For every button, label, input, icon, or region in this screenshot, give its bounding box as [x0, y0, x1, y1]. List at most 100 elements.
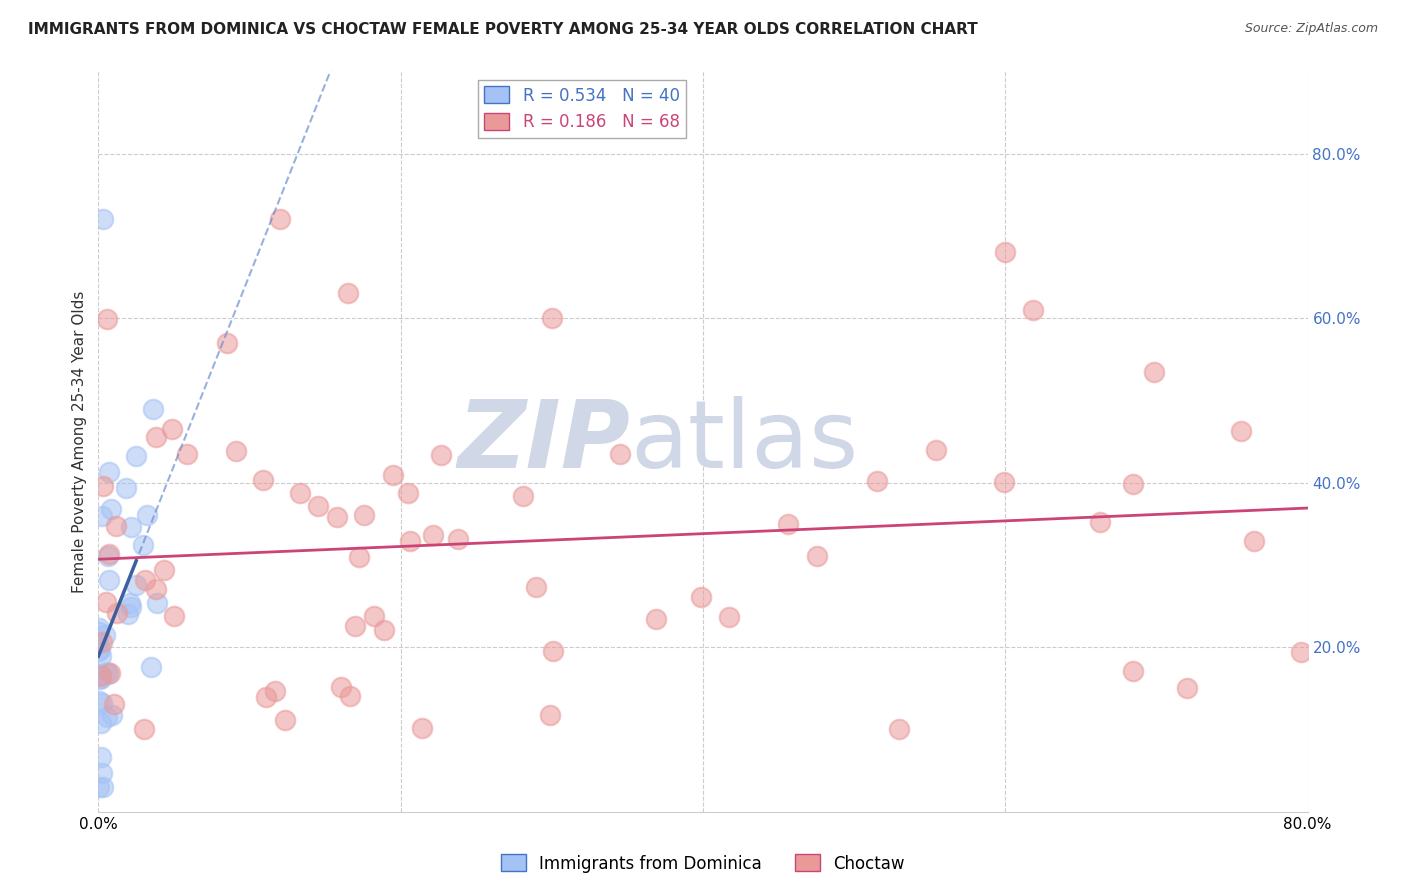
Point [994, 245, 1017, 260]
Point [98, 465, 121, 479]
Point [329, 681, 352, 695]
Point [97, 574, 120, 588]
Point [89, 668, 111, 682]
Point [1243, 533, 1265, 548]
Point [91, 635, 114, 649]
Point [132, 723, 155, 737]
Point [254, 690, 277, 704]
Point [411, 721, 433, 735]
Point [96, 312, 118, 326]
Point [512, 489, 534, 503]
Point [274, 713, 297, 727]
Point [89, 624, 111, 639]
Point [865, 474, 887, 488]
Point [373, 623, 395, 637]
Point [101, 708, 124, 723]
Point [645, 612, 668, 626]
Point [104, 519, 127, 533]
Point [97, 666, 120, 681]
Point [91, 780, 114, 794]
Point [215, 335, 238, 350]
Point [430, 448, 453, 462]
Point [422, 528, 444, 542]
Point [117, 607, 139, 621]
Point [145, 582, 167, 596]
Point [776, 517, 799, 532]
Point [325, 509, 347, 524]
Point [1143, 365, 1166, 379]
Point [125, 578, 148, 592]
Point [139, 660, 162, 674]
Point [89, 780, 111, 794]
Point [806, 549, 828, 563]
Point [290, 486, 312, 500]
Point [538, 707, 561, 722]
Point [103, 697, 125, 711]
Point [90, 716, 112, 731]
Point [1175, 681, 1198, 696]
Point [89, 644, 111, 658]
Point [93, 479, 115, 493]
Point [87, 621, 110, 635]
Point [136, 508, 159, 522]
Legend: Immigrants from Dominica, Choctaw: Immigrants from Dominica, Choctaw [494, 847, 912, 880]
Point [347, 549, 370, 564]
Point [87, 636, 110, 650]
Point [120, 595, 142, 609]
Point [163, 608, 186, 623]
Point [344, 619, 367, 633]
Point [264, 684, 287, 698]
Point [1230, 424, 1253, 438]
Text: Source: ZipAtlas.com: Source: ZipAtlas.com [1244, 22, 1378, 36]
Point [90, 750, 112, 764]
Legend: R = 0.534   N = 40, R = 0.186   N = 68: R = 0.534 N = 40, R = 0.186 N = 68 [478, 79, 686, 137]
Point [543, 644, 565, 658]
Point [145, 430, 167, 444]
Point [98, 547, 121, 561]
Point [353, 508, 375, 522]
Point [1122, 477, 1144, 491]
Point [90, 672, 112, 686]
Point [87, 694, 110, 708]
Point [363, 609, 385, 624]
Point [993, 475, 1015, 490]
Point [142, 401, 165, 416]
Point [96, 665, 118, 680]
Point [717, 609, 740, 624]
Point [1289, 645, 1312, 659]
Point [96, 709, 118, 723]
Point [115, 481, 138, 495]
Point [269, 212, 291, 227]
Point [690, 590, 713, 604]
Point [176, 446, 198, 460]
Point [1021, 303, 1043, 318]
Text: atlas: atlas [630, 395, 859, 488]
Point [91, 696, 114, 710]
Point [540, 311, 562, 326]
Point [93, 628, 115, 642]
Point [307, 500, 329, 514]
Point [94, 595, 117, 609]
Point [399, 533, 422, 548]
Point [131, 538, 153, 552]
Point [609, 447, 631, 461]
Point [120, 600, 142, 615]
Point [1122, 664, 1144, 678]
Text: ZIP: ZIP [457, 395, 630, 488]
Point [91, 508, 114, 523]
Point [89, 672, 111, 686]
Text: IMMIGRANTS FROM DOMINICA VS CHOCTAW FEMALE POVERTY AMONG 25-34 YEAR OLDS CORRELA: IMMIGRANTS FROM DOMINICA VS CHOCTAW FEMA… [28, 22, 977, 37]
Point [90, 669, 112, 683]
Point [97, 549, 120, 563]
Point [125, 449, 148, 463]
Point [120, 520, 142, 534]
Point [98, 666, 121, 681]
Point [91, 212, 114, 227]
Point [105, 607, 128, 621]
Point [1090, 516, 1112, 530]
Point [90, 766, 112, 780]
Point [524, 580, 547, 594]
Point [382, 468, 405, 483]
Point [925, 442, 948, 457]
Point [90, 666, 112, 681]
